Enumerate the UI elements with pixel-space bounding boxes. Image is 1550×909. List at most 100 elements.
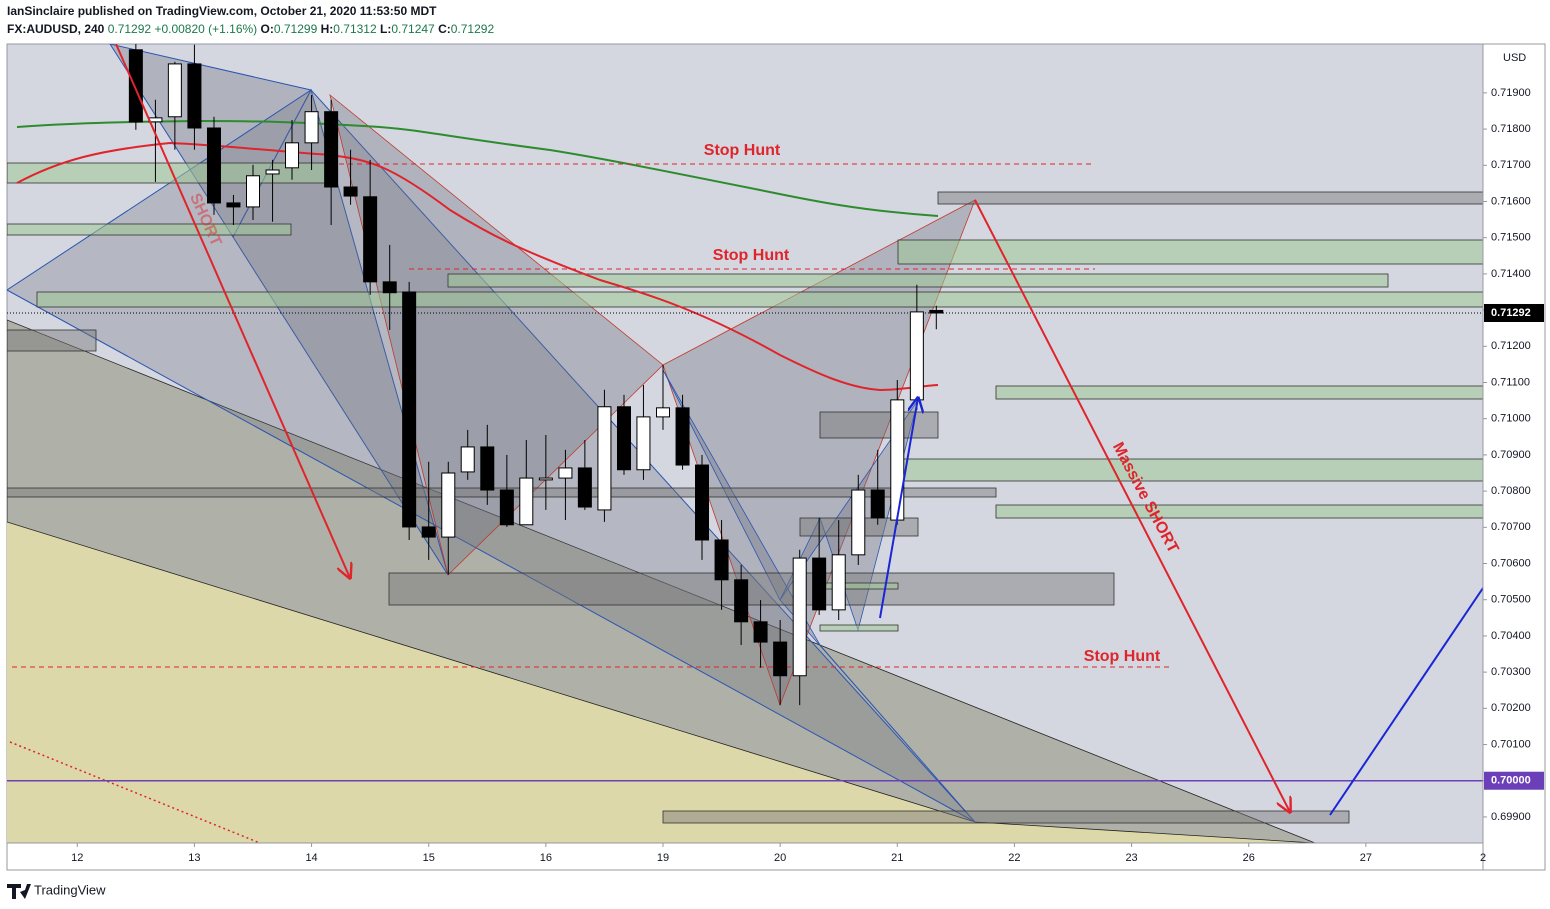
zone [388,572,1115,606]
zone [447,273,1389,288]
y-tick-label: 0.71900 [1491,87,1531,99]
candle-body [363,196,378,283]
axes: 0.69900 0.70000 0.70100 0.70200 0.70300 0.704… [71,87,1544,864]
zone [36,291,1483,308]
y-tick-label: 0.69900 [1491,811,1531,823]
candle-body [656,407,670,418]
zone [995,504,1483,519]
y-tick-label: 0.70200 [1491,702,1531,714]
pattern-triangle [662,199,976,707]
candle-body [206,127,221,204]
candle-body [226,202,241,208]
publisher: IanSinclaire published on TradingView.co… [7,4,437,18]
change: +0.00820 (+1.16%) [154,22,258,36]
y-tick-label: 0.71800 [1491,123,1531,135]
y-tick-label: 0.71600 [1491,195,1531,207]
candle-body [675,407,690,466]
pattern-triangle [109,44,312,238]
y-tick-label: 0.70700 [1491,521,1531,533]
symbol-legend: FX:AUDUSD, 240 0.71292 +0.00820 (+1.16%)… [7,22,494,36]
y-tick-label: 0.71400 [1491,268,1531,280]
x-tick-label: 19 [657,852,669,864]
annotation: SHORT [186,191,224,249]
candle-body [714,539,729,581]
moving-average [16,141,939,392]
y-tick-label: 0.70300 [1491,666,1531,678]
y-tick-label: 0.70900 [1491,449,1531,461]
moving-average [16,119,939,217]
zone [819,411,939,439]
pattern-triangle [662,369,976,823]
ohlc-key: H: [320,22,334,36]
last-price: 0.71292 [107,22,152,36]
zone [897,458,1483,482]
candle-body [929,309,944,314]
dotted-trend [9,741,261,843]
candle-body [538,477,553,481]
brand-logo [7,884,31,899]
x-tick-label: 2 [1480,852,1486,864]
arrow [974,199,1290,812]
candle-body [831,554,846,611]
y-tick-label: 0.70000 [1491,775,1531,787]
candle-body [285,142,300,169]
y-tick-label: 0.71700 [1491,159,1531,171]
candle-body [870,489,885,519]
arrow [115,44,350,578]
drawings [7,44,1483,843]
header: IanSinclaire published on TradingView.co… [7,4,436,18]
candle-body [558,467,573,479]
candle-body [734,579,749,623]
plot-background [6,43,1484,844]
candle-body [773,641,788,677]
y-tick-label: 0.70100 [1491,738,1531,750]
x-tick-label: 21 [891,852,903,864]
y-tick-label: 0.71200 [1491,340,1531,352]
zone [7,487,997,498]
y-tick-label: 0.71300 [1491,304,1531,316]
annotation: Stop Hunt [1084,648,1161,665]
zone [799,517,919,537]
y-tick-label: 0.71500 [1491,232,1531,244]
candle-body [246,175,260,208]
candle-body [851,489,866,556]
candle-body [499,489,514,526]
x-tick-label: 22 [1008,852,1020,864]
x-tick-label: 12 [71,852,83,864]
brand-name: TradingView [34,882,106,897]
annotation: Stop Hunt [713,247,790,264]
x-tick-label: 15 [423,852,435,864]
zone [819,624,899,632]
candle-body [695,464,710,541]
annotation: Stop Hunt [704,142,781,159]
price-label: 0.70000 [1491,775,1531,787]
time-axis [6,842,1484,871]
pattern-triangle [232,88,449,576]
candle-body [402,291,417,528]
y-tick-label: 0.70400 [1491,630,1531,642]
candles [128,44,944,706]
x-tick-label: 13 [188,852,200,864]
candle-body [265,169,280,175]
annotation: Massive SHORT [1109,440,1182,557]
x-tick-label: 27 [1360,852,1372,864]
projection-line [1329,587,1483,816]
candle-body [519,477,534,526]
y-tick-label: 0.70800 [1491,485,1531,497]
x-tick-label: 23 [1125,852,1137,864]
ohlc-value: 0.71312 [333,22,377,36]
x-tick-label: 14 [305,852,317,864]
candle-body [187,63,202,129]
candle-body [577,467,592,508]
ohlc-key: C: [438,22,451,36]
zone [819,582,899,590]
pattern-area [7,319,1316,843]
x-tick-label: 26 [1243,852,1255,864]
candle-body [616,406,631,471]
candle-body [324,111,339,188]
candle-body [597,406,612,511]
zone [7,223,292,236]
candle-body [890,399,905,521]
candle-body [909,311,924,401]
